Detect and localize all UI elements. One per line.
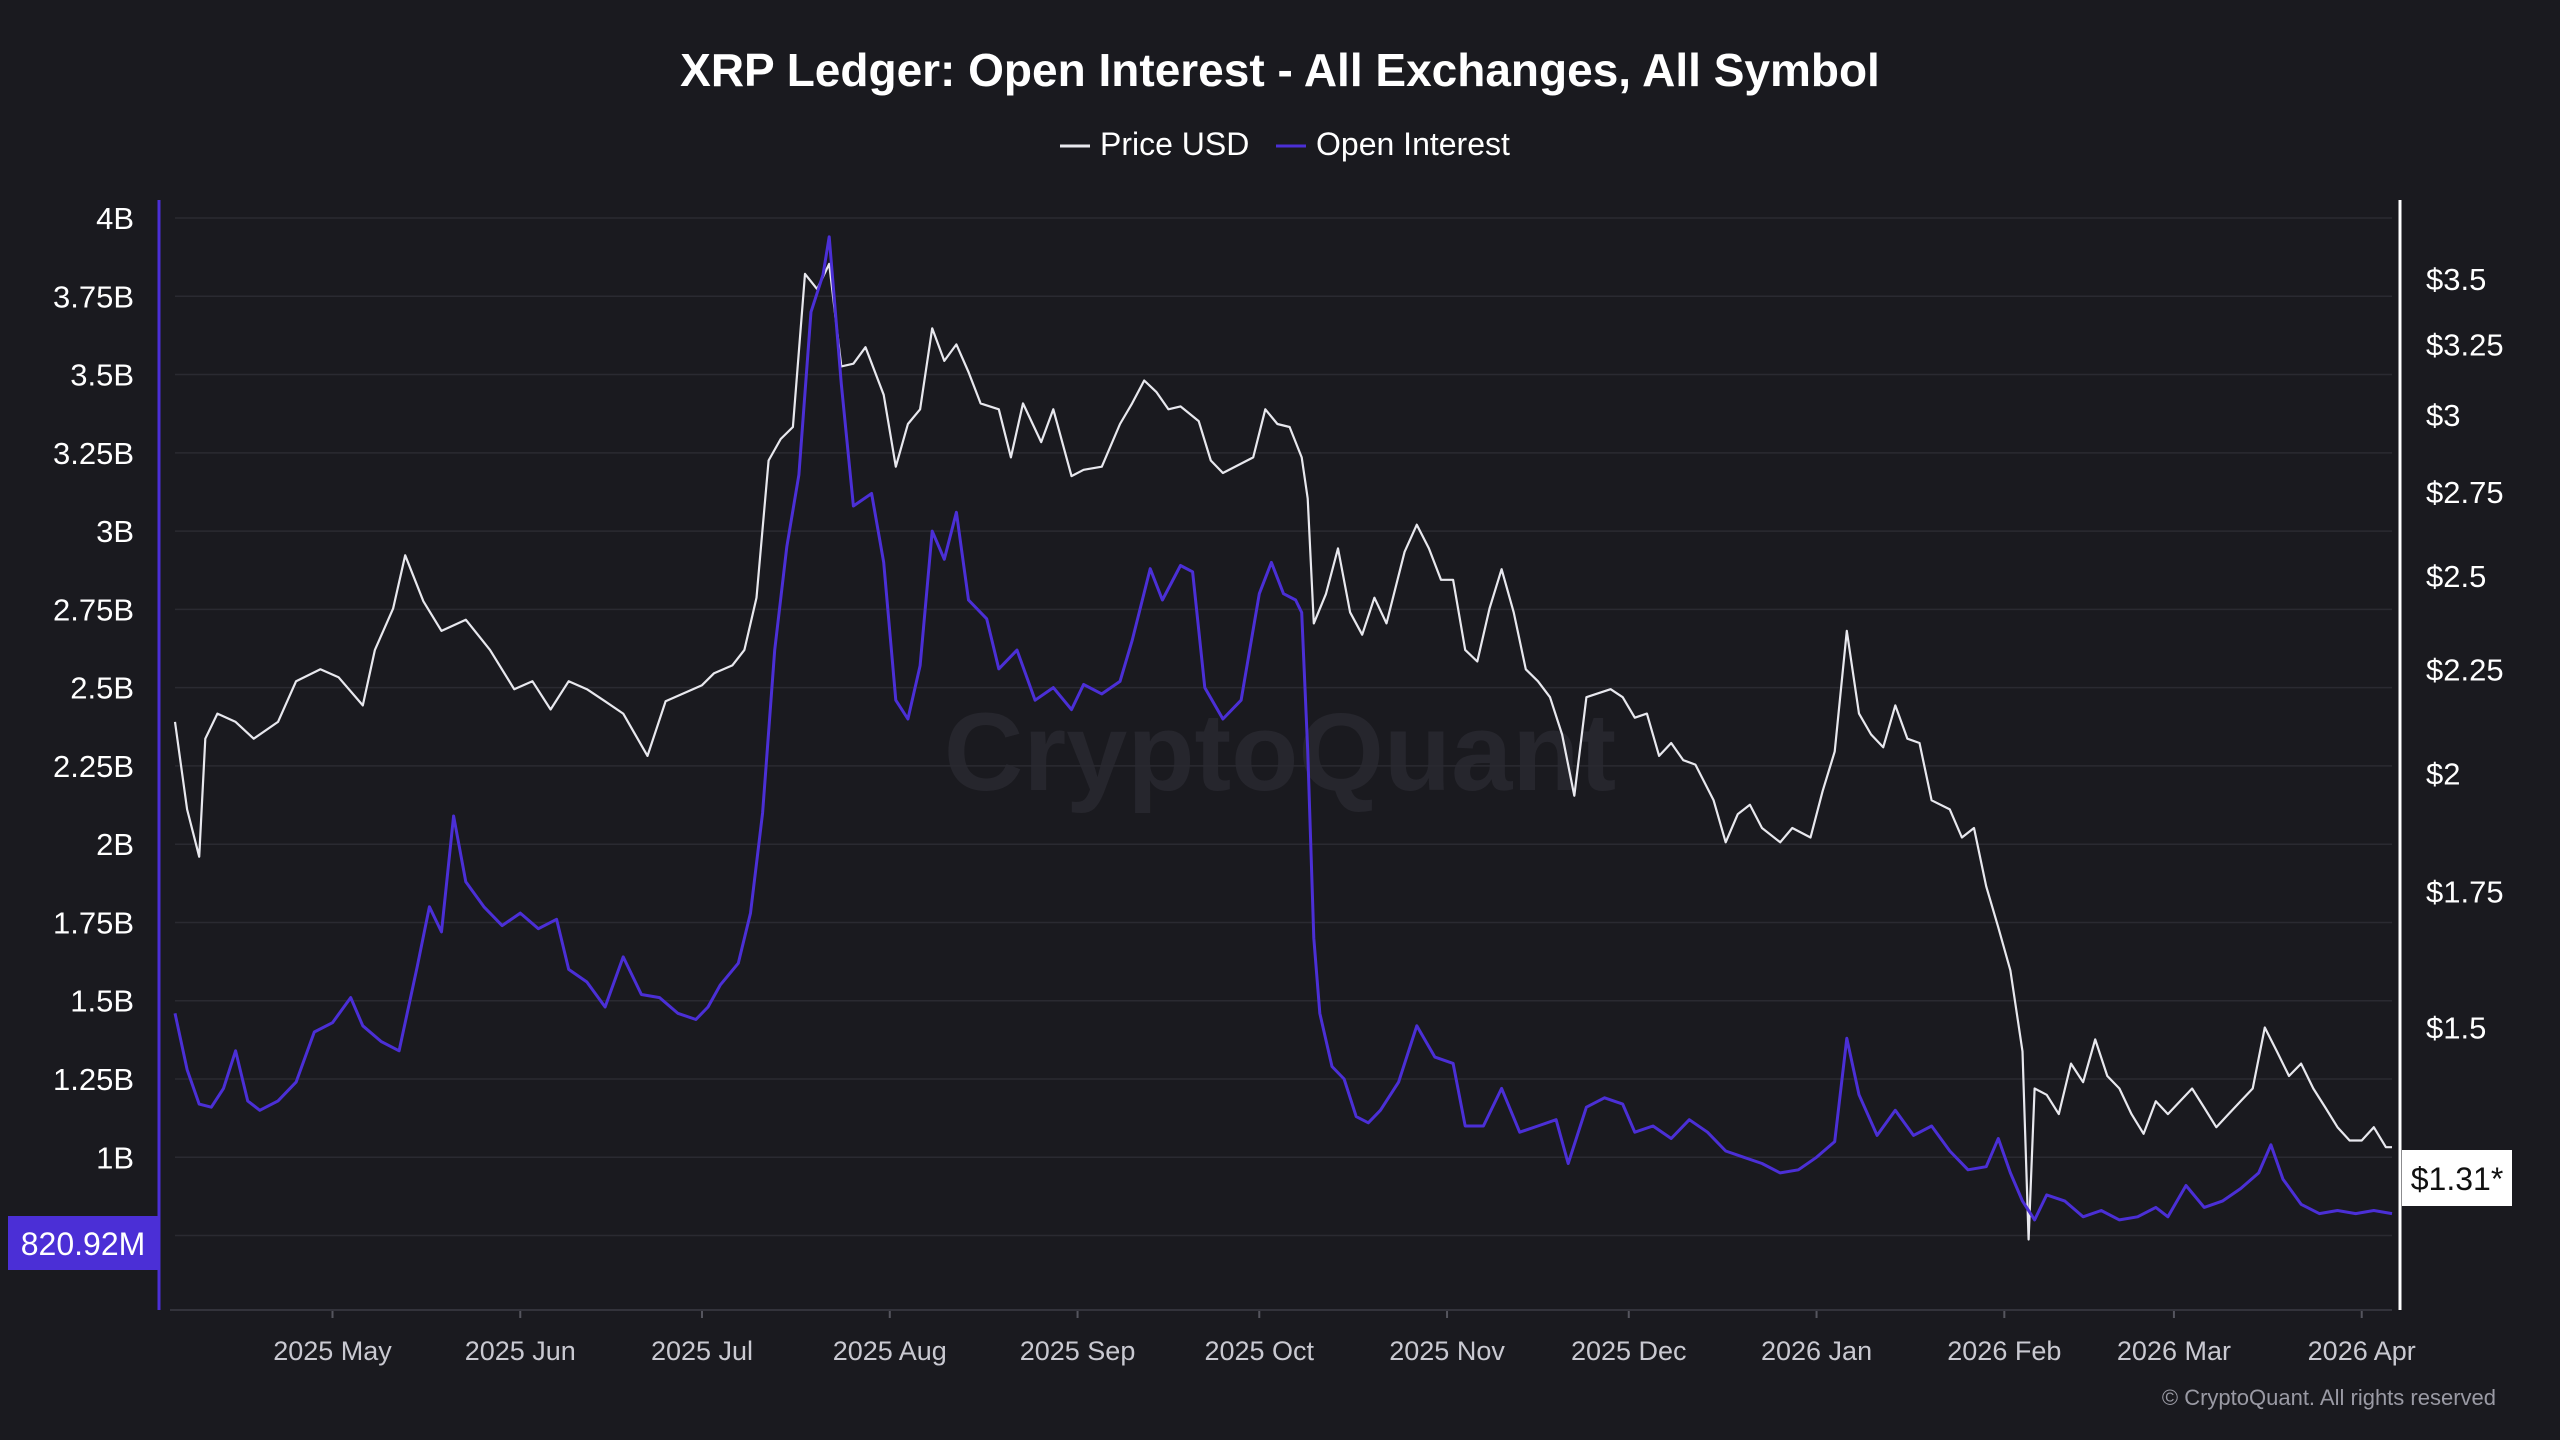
- x-tick-label: 2025 Dec: [1571, 1336, 1687, 1366]
- y-right-tick-label: $2.5: [2426, 559, 2486, 594]
- price-badge-value: $1.31*: [2411, 1161, 2504, 1197]
- x-tick-label: 2025 Sep: [1020, 1336, 1136, 1366]
- y-left-tick-label: 1.75B: [53, 905, 134, 940]
- oi-badge-value: 820.92M: [21, 1226, 146, 1262]
- legend: Price USD Open Interest: [1060, 126, 1510, 162]
- copyright-notice: © CryptoQuant. All rights reserved: [2162, 1385, 2496, 1410]
- legend-item-price[interactable]: Price USD: [1060, 126, 1249, 162]
- x-tick-label: 2025 Oct: [1204, 1336, 1314, 1366]
- y-left-tick-label: 3B: [96, 514, 134, 549]
- x-tick-label: 2026 Jan: [1761, 1336, 1872, 1366]
- y-left-tick-label: 1B: [96, 1140, 134, 1175]
- y-left-tick-label: 3.25B: [53, 436, 134, 471]
- series-line-price-usd: [173, 262, 2392, 1241]
- oi-current-value-badge: 820.92M: [8, 1216, 158, 1270]
- y-left-tick-label: 1.25B: [53, 1062, 134, 1097]
- oi-badge-background: [8, 1216, 158, 1270]
- y-right-tick-label: $3.5: [2426, 262, 2486, 297]
- left-axis-ticks: 4B 3.75B 3.5B 3.25B 3B 2.75B 2.5B 2.25B 2B 1.75B 1…: [53, 201, 134, 1254]
- y-left-tick-label: 2B: [96, 827, 134, 862]
- y-right-tick-label: $1.75: [2426, 874, 2504, 909]
- y-right-tick-label: $2: [2426, 756, 2460, 791]
- x-tick-label: 2026 Feb: [1947, 1336, 2061, 1366]
- y-left-tick-label: 1.5B: [70, 984, 134, 1019]
- price-badge-background: [2402, 1150, 2512, 1206]
- legend-item-open-interest[interactable]: Open Interest: [1276, 126, 1510, 162]
- legend-label-price: Price USD: [1100, 126, 1249, 162]
- x-tick-label: 2025 Nov: [1389, 1336, 1505, 1366]
- y-left-tick-label: 4B: [96, 201, 134, 236]
- right-axis-ticks: $3.5$3.25$3$2.75$2.5$2.25$2$1.75$1.5$1.2…: [2426, 262, 2504, 1207]
- price-current-value-badge: $1.31*: [2402, 1150, 2512, 1206]
- y-left-tick-label: 2.25B: [53, 749, 134, 784]
- y-right-tick-label: $3.25: [2426, 327, 2504, 362]
- x-tick-label: 2025 Jul: [651, 1336, 753, 1366]
- chart-title: XRP Ledger: Open Interest - All Exchange…: [680, 44, 1880, 96]
- x-tick-label: 2025 Jun: [465, 1336, 576, 1366]
- x-tick-label: 2026 Mar: [2117, 1336, 2231, 1366]
- series-line-open-interest: [173, 235, 2393, 1222]
- x-tick-label: 2025 May: [273, 1336, 392, 1366]
- x-tick-label: 2026 Apr: [2308, 1336, 2416, 1366]
- y-left-tick-label: 2.75B: [53, 592, 134, 627]
- y-right-tick-label: $1.5: [2426, 1011, 2486, 1046]
- x-axis-ticks: 2025 May 2025 Jun 2025 Jul 2025 Aug 2025 Sep…: [273, 1310, 2416, 1366]
- y-right-tick-label: $2.75: [2426, 475, 2504, 510]
- y-left-tick-label: 3.75B: [53, 279, 134, 314]
- watermark: CryptoQuant: [944, 691, 1616, 814]
- y-left-tick-label: 2.5B: [70, 671, 134, 706]
- y-left-tick-label: 3.5B: [70, 358, 134, 393]
- legend-label-open-interest: Open Interest: [1316, 126, 1510, 162]
- y-right-tick-label: $2.25: [2426, 652, 2504, 687]
- y-right-tick-label: $3: [2426, 398, 2460, 433]
- x-tick-label: 2025 Aug: [833, 1336, 947, 1366]
